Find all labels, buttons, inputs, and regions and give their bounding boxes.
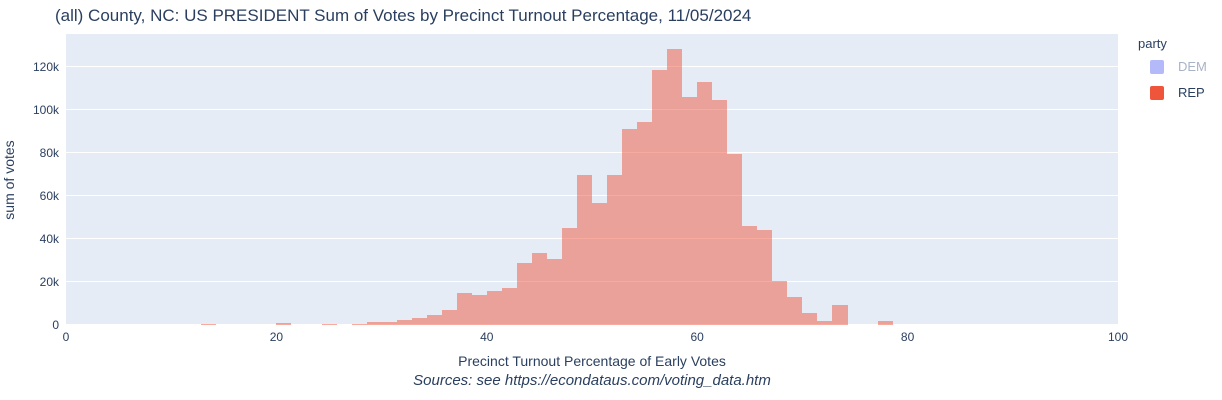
histogram-bar[interactable] <box>772 280 788 325</box>
y-tick-label: 120k <box>32 60 59 75</box>
histogram-bar[interactable] <box>877 320 893 325</box>
histogram-bar[interactable] <box>516 262 532 325</box>
histogram-bar[interactable] <box>381 322 397 325</box>
histogram-bar[interactable] <box>276 322 292 325</box>
histogram-bar[interactable] <box>787 296 803 325</box>
legend-item-rep[interactable]: REP <box>1150 85 1207 100</box>
histogram-bar[interactable] <box>201 323 217 325</box>
source-note: Sources: see https://econdataus.com/voti… <box>413 372 771 389</box>
histogram-bar[interactable] <box>697 81 713 325</box>
y-tick-label: 0 <box>52 318 59 332</box>
histogram-bar[interactable] <box>622 129 638 325</box>
histogram-bar[interactable] <box>456 293 472 325</box>
legend-swatch-icon <box>1150 85 1164 100</box>
histogram-bar[interactable] <box>742 226 758 325</box>
x-axis-title: Precinct Turnout Percentage of Early Vot… <box>458 353 726 369</box>
histogram-bar[interactable] <box>576 174 592 325</box>
legend-item-dem[interactable]: DEM <box>1150 59 1207 74</box>
histogram-bar[interactable] <box>396 320 412 325</box>
y-tick-label: 40k <box>39 232 59 247</box>
gridline <box>66 109 1118 111</box>
histogram-bar[interactable] <box>501 287 517 325</box>
x-tick-label: 40 <box>480 330 494 344</box>
histogram-bar[interactable] <box>757 230 773 325</box>
histogram-bar[interactable] <box>712 99 728 325</box>
histogram-bar[interactable] <box>817 320 833 325</box>
histogram-bar[interactable] <box>832 305 848 325</box>
chart-title: (all) County, NC: US PRESIDENT Sum of Vo… <box>55 6 752 25</box>
x-tick-label: 100 <box>1107 330 1129 344</box>
histogram-bar[interactable] <box>682 96 698 325</box>
histogram-bar[interactable] <box>351 324 367 325</box>
x-tick-label: 20 <box>269 330 284 344</box>
y-tick-label: 20k <box>39 275 59 290</box>
gridline <box>66 66 1118 68</box>
legend-swatch-icon <box>1150 59 1164 74</box>
histogram-bar[interactable] <box>471 294 487 325</box>
histogram-bar[interactable] <box>561 228 577 325</box>
histogram-bar[interactable] <box>607 175 623 325</box>
histogram-bar[interactable] <box>366 322 382 325</box>
y-axis-title: sum of votes <box>1 140 17 220</box>
histogram-bar[interactable] <box>592 202 608 325</box>
histogram-bar[interactable] <box>321 324 337 325</box>
histogram-bar[interactable] <box>441 309 457 325</box>
legend-title: party <box>1138 36 1167 51</box>
x-tick-label: 60 <box>690 330 704 344</box>
histogram-bar[interactable] <box>546 259 562 325</box>
legend-item-label: REP <box>1178 85 1205 100</box>
x-tick-label: 0 <box>62 330 70 344</box>
plot-area[interactable] <box>66 34 1118 325</box>
y-tick-label: 80k <box>39 146 59 161</box>
gridline <box>66 195 1118 197</box>
x-tick-label: 80 <box>900 330 915 344</box>
histogram-bar[interactable] <box>637 122 653 325</box>
gridline <box>66 152 1118 154</box>
legend: party DEM REP <box>1138 36 1207 111</box>
histogram-bar[interactable] <box>652 69 668 325</box>
legend-item-label: DEM <box>1178 59 1207 74</box>
histogram-bar[interactable] <box>426 315 442 325</box>
histogram-bar[interactable] <box>486 291 502 325</box>
y-tick-label: 100k <box>32 103 59 118</box>
histogram-bar[interactable] <box>727 153 743 325</box>
y-tick-label: 60k <box>39 189 59 204</box>
histogram-bar[interactable] <box>667 49 683 325</box>
histogram-bar[interactable] <box>411 317 427 325</box>
histogram-bar[interactable] <box>531 252 547 325</box>
histogram-bar[interactable] <box>802 312 818 325</box>
